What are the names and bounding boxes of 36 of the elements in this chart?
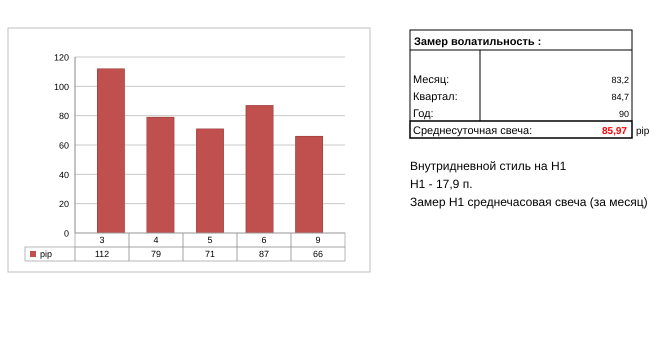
text: H1 - 17,9 п.	[410, 177, 473, 191]
data-label: 66	[312, 249, 324, 259]
y-tick-label: 120	[54, 52, 69, 62]
text: Внутридневной стиль на H1	[410, 159, 567, 173]
text: Квартал:	[413, 91, 458, 103]
x-tick-label: 3	[99, 235, 105, 245]
data-label: 71	[204, 249, 216, 259]
text: Среднесуточная свеча:	[413, 125, 532, 137]
bar	[295, 136, 323, 234]
y-tick-label: 40	[58, 170, 69, 180]
y-tick-label: 100	[54, 82, 69, 92]
text: 83,2	[611, 75, 629, 85]
text: Замер волатильность :	[414, 36, 542, 48]
data-label: 112	[94, 249, 110, 259]
y-tick-label: 80	[58, 111, 69, 122]
text: 84,7	[611, 92, 629, 102]
data-label: 87	[258, 249, 270, 259]
text: Замер H1 среднечасовая свеча (за месяц)	[410, 195, 648, 209]
legend-label: pip	[40, 249, 52, 259]
data-label: 79	[150, 249, 162, 259]
x-tick-label: 4	[153, 235, 159, 245]
text: 90	[618, 109, 629, 119]
bar	[97, 68, 125, 234]
text: Месяц:	[413, 74, 450, 86]
x-tick-label: 6	[261, 235, 267, 245]
bar	[146, 116, 174, 234]
bar	[246, 105, 274, 234]
text: 85,97	[602, 126, 628, 137]
y-tick-label: 0	[64, 228, 69, 238]
x-tick-label: 9	[315, 235, 321, 245]
x-tick-label: 5	[207, 235, 213, 245]
y-tick-label: 20	[58, 199, 69, 210]
text: pip	[636, 126, 650, 137]
text: Год:	[413, 108, 434, 120]
y-tick-label: 60	[58, 140, 69, 150]
bar	[196, 128, 224, 234]
